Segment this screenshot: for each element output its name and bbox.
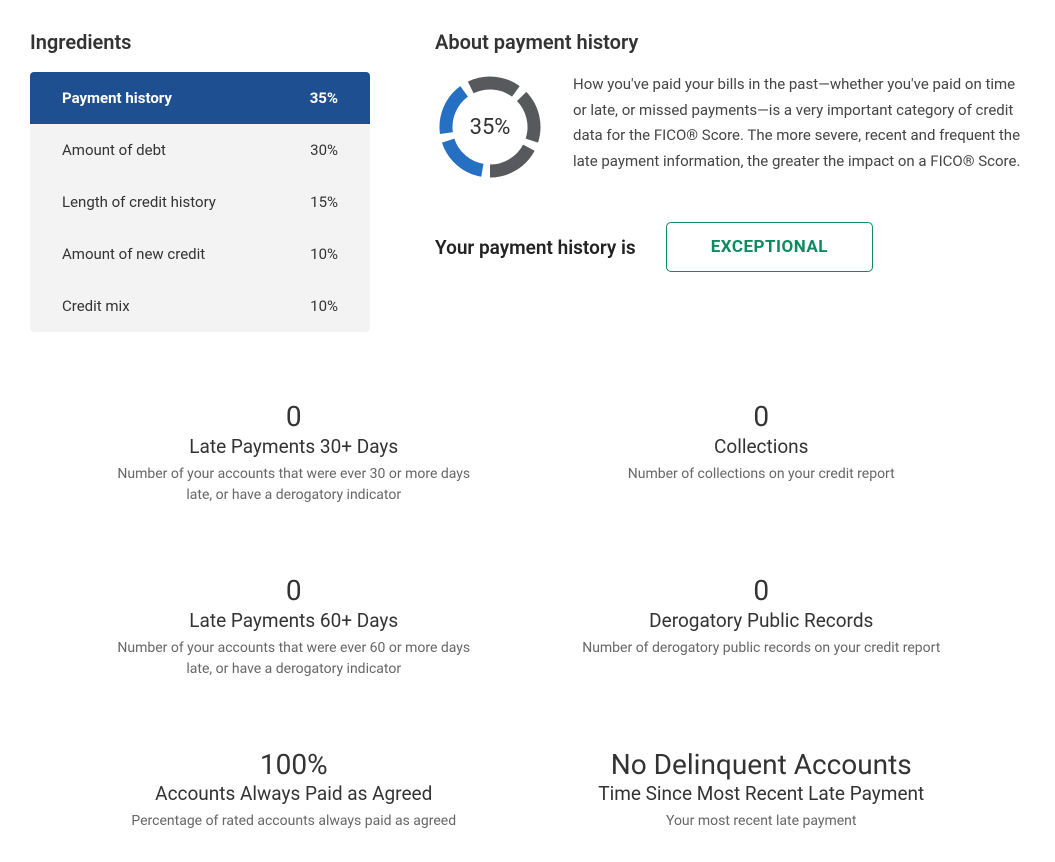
about-column: About payment history 35% How you've pai… <box>435 30 1025 272</box>
metric-title: Accounts Always Paid as Agreed <box>90 782 498 805</box>
ingredients-column: Ingredients Payment history 35% Amount of … <box>30 30 370 332</box>
metric-card: 100%Accounts Always Paid as Agreed Percen… <box>90 750 498 833</box>
metrics-grid: 0Late Payments 30+ DaysNumber of your ac… <box>30 402 1025 832</box>
metric-title: Time Since Most Recent Late Payment <box>558 782 966 805</box>
metric-value: 0 <box>558 402 966 433</box>
metric-desc: Number of your accounts that were ever 6… <box>114 638 474 680</box>
status-label: Your payment history is <box>435 236 636 259</box>
metric-value: 0 <box>558 576 966 607</box>
metric-title: Late Payments 60+ Days <box>90 609 498 632</box>
ingredient-pct: 35% <box>310 89 338 107</box>
ingredient-row-credit-mix[interactable]: Credit mix 10% <box>30 280 370 332</box>
ingredient-pct: 15% <box>310 193 338 211</box>
ingredient-label: Amount of debt <box>62 141 166 159</box>
ingredient-label: Length of credit history <box>62 193 216 211</box>
metric-desc: Number of your accounts that were ever 3… <box>114 464 474 506</box>
metric-title: Late Payments 30+ Days <box>90 435 498 458</box>
metric-card: 0Late Payments 30+ Days Number of your ac… <box>90 402 498 506</box>
about-body: 35% How you've paid your bills in the pa… <box>435 72 1025 182</box>
metric-card: 0Derogatory Public Records Number of dero… <box>558 576 966 680</box>
ingredient-row-amount-of-debt[interactable]: Amount of debt 30% <box>30 124 370 176</box>
ingredient-label: Amount of new credit <box>62 245 205 263</box>
metric-card: 0Late Payments 60+ Days Number of your ac… <box>90 576 498 680</box>
metric-value: 0 <box>90 402 498 433</box>
ingredient-row-amount-of-new-credit[interactable]: Amount of new credit 10% <box>30 228 370 280</box>
top-row: Ingredients Payment history 35% Amount of … <box>30 30 1025 332</box>
metric-desc: Number of derogatory public records on y… <box>581 638 941 659</box>
about-description: How you've paid your bills in the past—w… <box>573 72 1025 174</box>
metric-value: No Delinquent Accounts <box>558 750 966 781</box>
about-title: About payment history <box>435 30 1025 54</box>
metric-title: Derogatory Public Records <box>558 609 966 632</box>
ingredient-pct: 10% <box>310 245 338 263</box>
ingredient-label: Credit mix <box>62 297 130 315</box>
ingredient-label: Payment history <box>62 89 172 107</box>
ingredient-pct: 10% <box>310 297 338 315</box>
ingredient-pct: 30% <box>310 141 338 159</box>
donut-label: 35% <box>435 72 545 182</box>
ingredients-list: Payment history 35% Amount of debt 30% Lengt… <box>30 72 370 332</box>
metric-card: 0Collections Number of collections on you… <box>558 402 966 506</box>
metric-desc: Number of collections on your credit rep… <box>581 464 941 485</box>
metric-title: Collections <box>558 435 966 458</box>
donut-chart: 35% <box>435 72 545 182</box>
ingredient-row-length-of-credit-history[interactable]: Length of credit history 15% <box>30 176 370 228</box>
status-row: Your payment history is EXCEPTIONAL <box>435 222 1025 272</box>
ingredients-title: Ingredients <box>30 30 370 54</box>
metric-card: No Delinquent AccountsTime Since Most Re… <box>558 750 966 833</box>
metric-desc: Your most recent late payment <box>581 811 941 832</box>
status-badge: EXCEPTIONAL <box>666 222 873 272</box>
metric-desc: Percentage of rated accounts always paid… <box>114 811 474 832</box>
metric-value: 100% <box>90 750 498 781</box>
ingredient-row-payment-history[interactable]: Payment history 35% <box>30 72 370 124</box>
metric-value: 0 <box>90 576 498 607</box>
